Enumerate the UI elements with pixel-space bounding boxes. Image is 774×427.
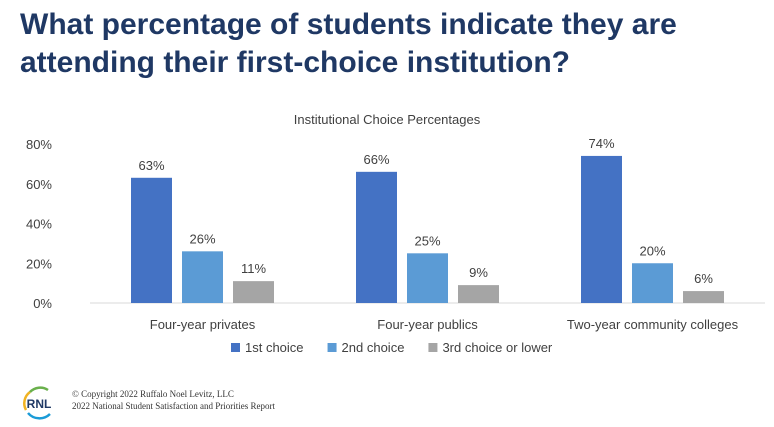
data-label: 6% bbox=[694, 271, 713, 286]
bar bbox=[182, 251, 223, 303]
data-label: 63% bbox=[138, 158, 164, 173]
legend-swatch bbox=[231, 343, 240, 352]
bar bbox=[632, 263, 673, 303]
data-label: 74% bbox=[588, 136, 614, 151]
legend-label: 2nd choice bbox=[342, 340, 405, 355]
data-label: 26% bbox=[189, 231, 215, 246]
value-labels-group: 63% 26% 11% 66% 25% 9% 74% 20% 6% bbox=[138, 136, 713, 286]
legend-label: 3rd choice or lower bbox=[442, 340, 552, 355]
legend: 1st choice 2nd choice 3rd choice or lower bbox=[231, 340, 553, 355]
bar bbox=[407, 253, 448, 303]
category-labels-group: Four-year privates Four-year publics Two-y… bbox=[150, 317, 739, 332]
y-axis: 0% 20% 40% 60% 80% bbox=[26, 137, 52, 311]
bar bbox=[233, 281, 274, 303]
copyright-line-1: © Copyright 2022 Ruffalo Noel Levitz, LL… bbox=[72, 389, 234, 399]
chart-title: Institutional Choice Percentages bbox=[293, 112, 481, 127]
bar bbox=[356, 171, 397, 303]
bars-group bbox=[131, 155, 724, 303]
y-tick-label: 60% bbox=[26, 177, 52, 192]
bar bbox=[458, 285, 499, 303]
footer: RNL © Copyright 2022 Ruffalo Noel Levitz… bbox=[20, 386, 350, 420]
y-tick-label: 20% bbox=[26, 256, 52, 271]
category-label: Two-year community colleges bbox=[567, 317, 739, 332]
data-label: 9% bbox=[469, 265, 488, 280]
category-label: Four-year privates bbox=[150, 317, 256, 332]
data-label: 25% bbox=[414, 233, 440, 248]
legend-swatch bbox=[327, 343, 337, 352]
legend-label: 1st choice bbox=[245, 340, 304, 355]
data-label: 20% bbox=[639, 243, 665, 258]
rnl-logo: RNL bbox=[23, 386, 52, 420]
copyright-text: © Copyright 2022 Ruffalo Noel Levitz, LL… bbox=[72, 388, 275, 412]
page-title: What percentage of students indicate the… bbox=[20, 8, 677, 79]
legend-swatch bbox=[428, 343, 438, 352]
data-label: 11% bbox=[241, 261, 266, 276]
bar bbox=[683, 291, 724, 303]
data-label: 66% bbox=[363, 152, 389, 167]
bar bbox=[581, 155, 622, 303]
y-tick-label: 40% bbox=[26, 217, 52, 232]
category-label: Four-year publics bbox=[377, 317, 478, 332]
copyright-line-2: 2022 National Student Satisfaction and P… bbox=[72, 401, 275, 411]
y-tick-label: 0% bbox=[33, 296, 52, 311]
logo-text: RNL bbox=[27, 397, 52, 411]
y-tick-label: 80% bbox=[26, 137, 52, 152]
bar bbox=[131, 177, 172, 303]
